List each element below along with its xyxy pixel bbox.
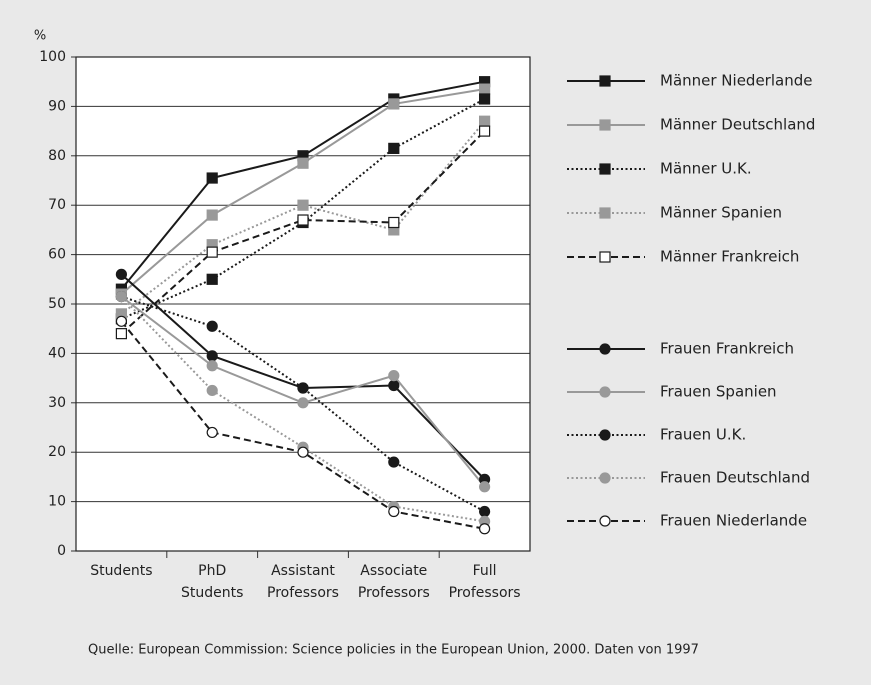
y-tick-label: 40 [48, 345, 66, 361]
data-point [388, 370, 400, 382]
data-point [479, 523, 491, 535]
data-point [206, 172, 218, 184]
data-point [206, 209, 218, 221]
data-point [479, 481, 491, 493]
data-point [388, 98, 400, 110]
x-tick-label: Associate Professors [357, 563, 430, 601]
y-axis-label: % [34, 29, 46, 44]
data-point [479, 83, 491, 95]
data-point [388, 216, 400, 229]
data-point [206, 246, 218, 258]
source: Quelle: European Commission: Science pol… [88, 643, 699, 658]
legend-marker [599, 119, 611, 131]
data-point [388, 456, 400, 468]
plot-border [75, 56, 531, 552]
data-point [115, 315, 128, 327]
y-tick-label: 10 [48, 494, 66, 510]
y-tick-label: 30 [48, 395, 66, 411]
data-point [388, 379, 400, 392]
data-point [388, 505, 400, 518]
legend-label: Frauen U.K. [660, 426, 746, 444]
x-tick-label: Full Professors [448, 563, 521, 601]
data-point [206, 360, 218, 372]
data-point [297, 199, 309, 211]
legend-label: Männer Niederlande [660, 72, 812, 90]
legend-marker [599, 163, 611, 175]
x-tick-label: Assistant Professors [267, 563, 339, 601]
data-point [115, 268, 128, 280]
legend-label: Männer Deutschland [660, 116, 815, 134]
legend-label: Männer Spanien [660, 204, 782, 222]
legend-marker [599, 251, 611, 263]
legend-marker [599, 429, 611, 441]
legend-marker [599, 472, 611, 484]
data-point [206, 320, 218, 332]
data-point [115, 290, 128, 303]
legend-label: Frauen Frankreich [660, 340, 794, 358]
legend-marker [599, 386, 611, 398]
legend-label: Frauen Spanien [660, 383, 777, 401]
y-tick-label: 100 [39, 49, 66, 65]
legend-label: Frauen Niederlande [660, 512, 807, 530]
x-tick-label: PhD Students [180, 563, 244, 601]
data-point [479, 93, 491, 105]
data-point [206, 426, 218, 439]
legend-marker [599, 207, 611, 219]
x-tick-label: Students [90, 563, 153, 579]
data-point [297, 397, 309, 409]
data-point [479, 505, 491, 518]
data-point [115, 328, 128, 340]
data-point [297, 446, 309, 458]
legend-marker [599, 343, 611, 355]
data-point [206, 384, 218, 397]
series-line [120, 295, 485, 523]
legend-label: Männer Frankreich [660, 248, 799, 266]
data-point [297, 157, 309, 169]
data-point [479, 115, 491, 127]
data-point [297, 214, 309, 226]
legend-label: Männer U.K. [660, 160, 752, 178]
y-tick-label: 90 [48, 98, 66, 114]
legend-marker [599, 515, 611, 527]
y-tick-label: 20 [48, 444, 66, 460]
y-tick-label: 50 [48, 296, 66, 312]
series-line [120, 130, 486, 335]
y-tick-label: 80 [48, 148, 66, 164]
y-tick-label: 60 [48, 247, 66, 263]
legend-marker [599, 75, 611, 87]
data-point [297, 382, 309, 394]
data-point [206, 350, 218, 362]
y-tick-label: 0 [57, 543, 66, 559]
data-point [388, 142, 400, 154]
data-point [479, 125, 491, 137]
legend-label: Frauen Deutschland [660, 469, 810, 487]
y-tick-label: 70 [48, 197, 66, 213]
series-line [121, 295, 486, 513]
data-point [206, 273, 218, 285]
